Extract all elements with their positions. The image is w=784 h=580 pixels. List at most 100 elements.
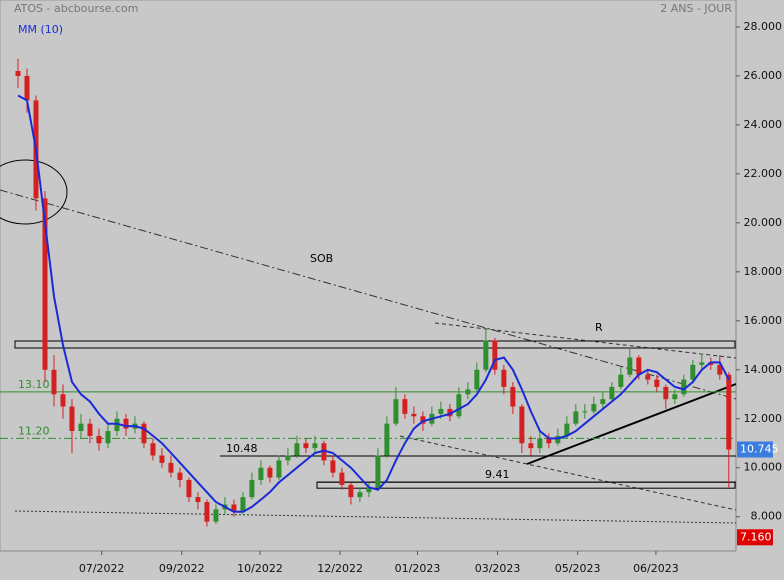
candle-body	[195, 497, 201, 503]
candle-body	[420, 416, 426, 424]
candle-body	[528, 443, 534, 449]
candle-body	[474, 369, 480, 390]
plot-area	[0, 0, 737, 552]
candle-body	[699, 362, 705, 365]
candle-body	[573, 411, 579, 424]
axis-area	[736, 0, 784, 580]
period: 2 ANS - JOUR	[660, 2, 732, 15]
y-tick-label: 22.000	[744, 167, 783, 180]
candle-body	[591, 404, 597, 412]
y-tick-label: 16.000	[744, 314, 783, 327]
x-tick-label: 10/2022	[237, 562, 283, 575]
candle-body	[159, 455, 165, 463]
candle-body	[483, 340, 489, 370]
candle-body	[681, 379, 687, 395]
x-tick-label: 03/2023	[475, 562, 521, 575]
y-tick-label: 24.000	[744, 118, 783, 131]
trendline-low	[14, 510, 737, 524]
resistance-box	[14, 340, 736, 349]
candle-body	[231, 504, 237, 512]
level-label: 13.10	[18, 378, 50, 391]
candle-body	[168, 462, 174, 473]
candle-body	[105, 431, 111, 444]
level-label: 10.48	[226, 442, 258, 455]
candle-body	[240, 497, 246, 512]
x-tick-label: 07/2022	[79, 562, 125, 575]
candle-body	[123, 418, 129, 429]
ma-legend: MM (10)	[18, 23, 63, 36]
y-tick-label: 12.000	[744, 412, 783, 425]
candle-body	[303, 443, 309, 449]
candle-body	[438, 408, 444, 414]
price-tag-label: 10.745	[740, 442, 779, 455]
candle-body	[375, 455, 381, 488]
candle-body	[258, 467, 264, 480]
candle-body	[186, 479, 192, 498]
candle-body	[294, 443, 300, 456]
candle-body	[465, 389, 471, 395]
candle-body	[321, 443, 327, 461]
candle-body	[402, 399, 408, 414]
price-tag-label: 7.160	[740, 530, 772, 543]
annotation: R	[595, 321, 603, 334]
x-tick-label: 05/2023	[555, 562, 601, 575]
candle-body	[618, 374, 624, 387]
candle-body	[96, 435, 102, 444]
candle-body	[330, 460, 336, 473]
level-label: 11.20	[18, 424, 50, 437]
candle-body	[582, 411, 588, 413]
candle-body	[249, 479, 255, 498]
candle-body	[60, 394, 66, 407]
price-tag	[737, 441, 773, 458]
price-tag	[737, 529, 773, 546]
annotation: SOB	[310, 252, 333, 265]
candle-body	[564, 423, 570, 436]
candle-body	[393, 399, 399, 424]
candle-body	[555, 435, 561, 444]
candle-body	[357, 492, 363, 498]
x-tick-label: 09/2022	[159, 562, 205, 575]
candle-body	[42, 198, 48, 370]
candle-body	[204, 502, 210, 522]
trendline-r	[434, 322, 737, 359]
candle-body	[519, 406, 525, 444]
level-box	[316, 481, 736, 489]
candle-body	[501, 369, 507, 387]
candle-body	[276, 460, 282, 478]
candle-body	[654, 379, 660, 387]
candle-body	[78, 423, 84, 432]
ellipse	[0, 159, 68, 225]
candle-body	[717, 364, 723, 375]
candle-body	[510, 386, 516, 407]
x-tick-label: 01/2023	[395, 562, 441, 575]
y-tick-label: 8.000	[751, 510, 783, 523]
y-tick-label: 18.000	[744, 265, 783, 278]
y-tick-label: 10.000	[744, 461, 783, 474]
candle-body	[726, 374, 732, 450]
y-tick-label: 14.000	[744, 363, 783, 376]
y-tick-label: 20.000	[744, 216, 783, 229]
candle-body	[141, 423, 147, 444]
candle-body	[87, 423, 93, 436]
candle-body	[150, 443, 156, 456]
candle-body	[114, 418, 120, 432]
x-tick-label: 06/2023	[633, 562, 679, 575]
candle-body	[627, 357, 633, 375]
candle-body	[537, 438, 543, 449]
candle-body	[15, 71, 21, 76]
candle-body	[69, 406, 75, 432]
candle-body	[267, 467, 273, 478]
level-label: 9.41	[485, 468, 510, 481]
candle-body	[213, 509, 219, 522]
candle-body	[672, 394, 678, 400]
candle-body	[24, 75, 30, 101]
candle-body	[492, 340, 498, 370]
candle-body	[366, 487, 372, 493]
candle-body	[411, 413, 417, 417]
ma-line	[17, 94, 730, 513]
candle-body	[663, 386, 669, 400]
candle-body	[456, 394, 462, 417]
x-tick-label: 12/2022	[317, 562, 363, 575]
candle-body	[177, 472, 183, 480]
